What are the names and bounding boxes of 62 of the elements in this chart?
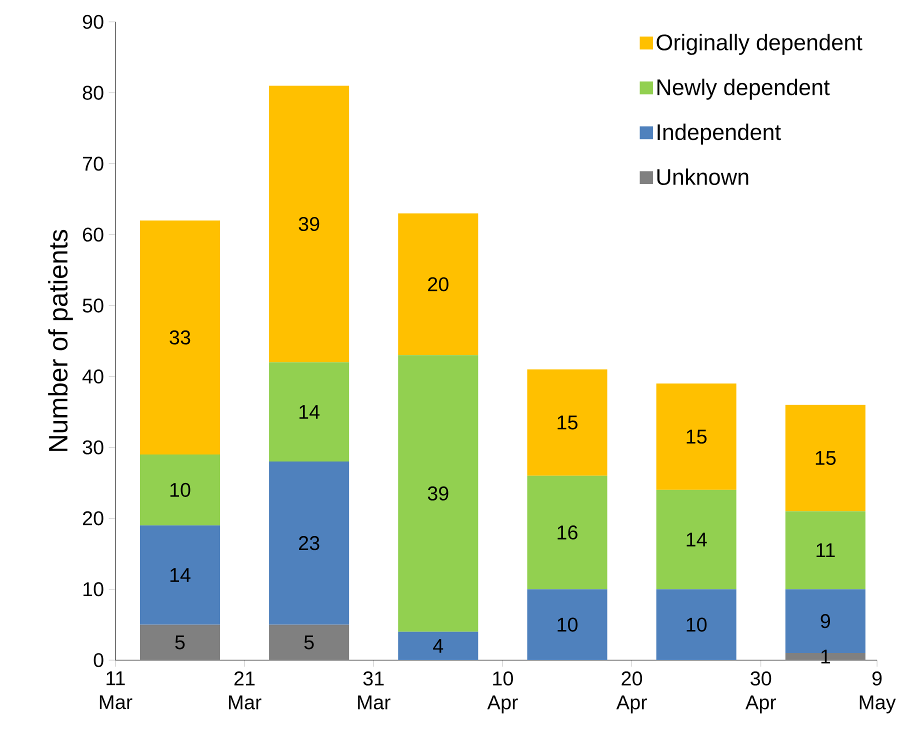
bar [269,624,350,660]
y-tick-label: 30 [82,440,104,455]
data-label: 5 [304,636,314,650]
bar [527,589,608,660]
data-label: 14 [686,532,707,547]
y-tick-label: 40 [82,370,104,384]
bar [527,370,608,476]
data-label: 1 [821,650,830,664]
x-tick-label: 21 Mar [229,672,262,710]
y-tick-label: 90 [82,14,104,30]
bar [527,476,608,590]
data-label: 4 [433,639,444,653]
data-label: 5 [175,636,185,650]
legend-label: Independent [658,124,781,145]
data-label: 33 [170,330,190,345]
y-tick-label: 70 [82,156,104,171]
bar [269,462,350,625]
data-label: 23 [298,536,320,550]
y-tick-label: 10 [83,582,104,596]
y-axis-title: Number of patients [48,230,73,452]
bar [140,624,220,660]
x-tick-label: 20 Apr [616,672,647,714]
bar [140,220,220,455]
data-label: 39 [428,486,448,501]
y-tick-label: 0 [94,653,104,668]
bar [398,355,478,632]
bar [656,490,736,590]
bar [656,589,736,660]
bar [785,404,866,512]
data-label: 11 [816,543,835,558]
bar [398,632,478,660]
bar [140,526,220,625]
legend-label: Originally dependent [656,34,862,56]
data-label: 10 [170,483,190,498]
y-tick-label: 80 [82,86,104,100]
data-label: 10 [686,618,707,632]
bar [656,384,736,490]
x-tick-label: 10 Apr [487,672,518,714]
x-tick-label: 9 May [860,672,896,714]
x-tick-label: 11 Mar [100,672,132,710]
data-label: 15 [816,451,836,466]
data-label: 14 [300,405,320,419]
data-label: 15 [686,430,707,444]
bar [269,86,350,362]
y-tick-label: 50 [82,298,104,313]
bar [140,454,220,526]
bar [269,362,350,462]
x-tick-label: 31 Mar [358,672,390,710]
data-label: 39 [298,217,320,232]
legend-label: Newly dependent [657,78,830,100]
bar [785,511,866,590]
bar [398,214,478,356]
data-label: 14 [170,568,190,582]
x-tick-label: 30 Apr [745,672,776,714]
data-label: 15 [558,416,578,430]
legend-label: Unknown [657,168,748,186]
y-tick-label: 60 [82,228,104,242]
data-label: 9 [820,614,830,628]
y-tick-label: 20 [82,511,104,526]
data-label: 16 [558,526,578,540]
data-label: 10 [558,618,578,632]
data-label: 20 [428,277,448,292]
